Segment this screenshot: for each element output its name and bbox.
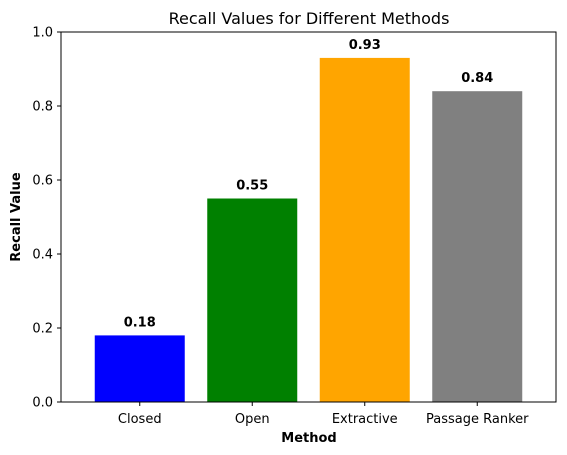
x-tick-label: Extractive: [332, 412, 398, 427]
data-label: 0.18: [124, 315, 156, 330]
bar-extractive: [319, 57, 410, 403]
data-labels-group: 0.18 0.55 0.93 0.84: [124, 38, 494, 330]
bar-open: [207, 198, 298, 402]
data-label: 0.84: [461, 71, 493, 86]
y-tick-label: 0.2: [32, 322, 53, 337]
x-axis-label: Method: [281, 431, 336, 446]
x-tick-label: Passage Ranker: [426, 412, 529, 427]
y-tick-label: 0.4: [32, 248, 53, 263]
x-axis-ticks: Closed Open Extractive Passage Ranker: [118, 402, 529, 427]
y-tick-label: 0.0: [32, 396, 53, 411]
y-axis-label: Recall Value: [9, 172, 24, 262]
y-axis-ticks: 0.0 0.2 0.4 0.6 0.8 1.0: [32, 26, 61, 411]
bar-passage-ranker: [432, 91, 523, 402]
plot-area-frame: [60, 31, 557, 403]
bars-group: [94, 57, 523, 403]
x-tick-label: Open: [235, 412, 270, 427]
y-tick-label: 0.6: [32, 174, 53, 189]
y-tick-label: 1.0: [32, 26, 53, 41]
bar-closed: [94, 335, 185, 402]
data-label: 0.55: [236, 179, 268, 194]
chart-title: Recall Values for Different Methods: [169, 9, 450, 28]
y-tick-label: 0.8: [32, 100, 53, 115]
data-label: 0.93: [349, 38, 381, 53]
x-tick-label: Closed: [118, 412, 162, 427]
